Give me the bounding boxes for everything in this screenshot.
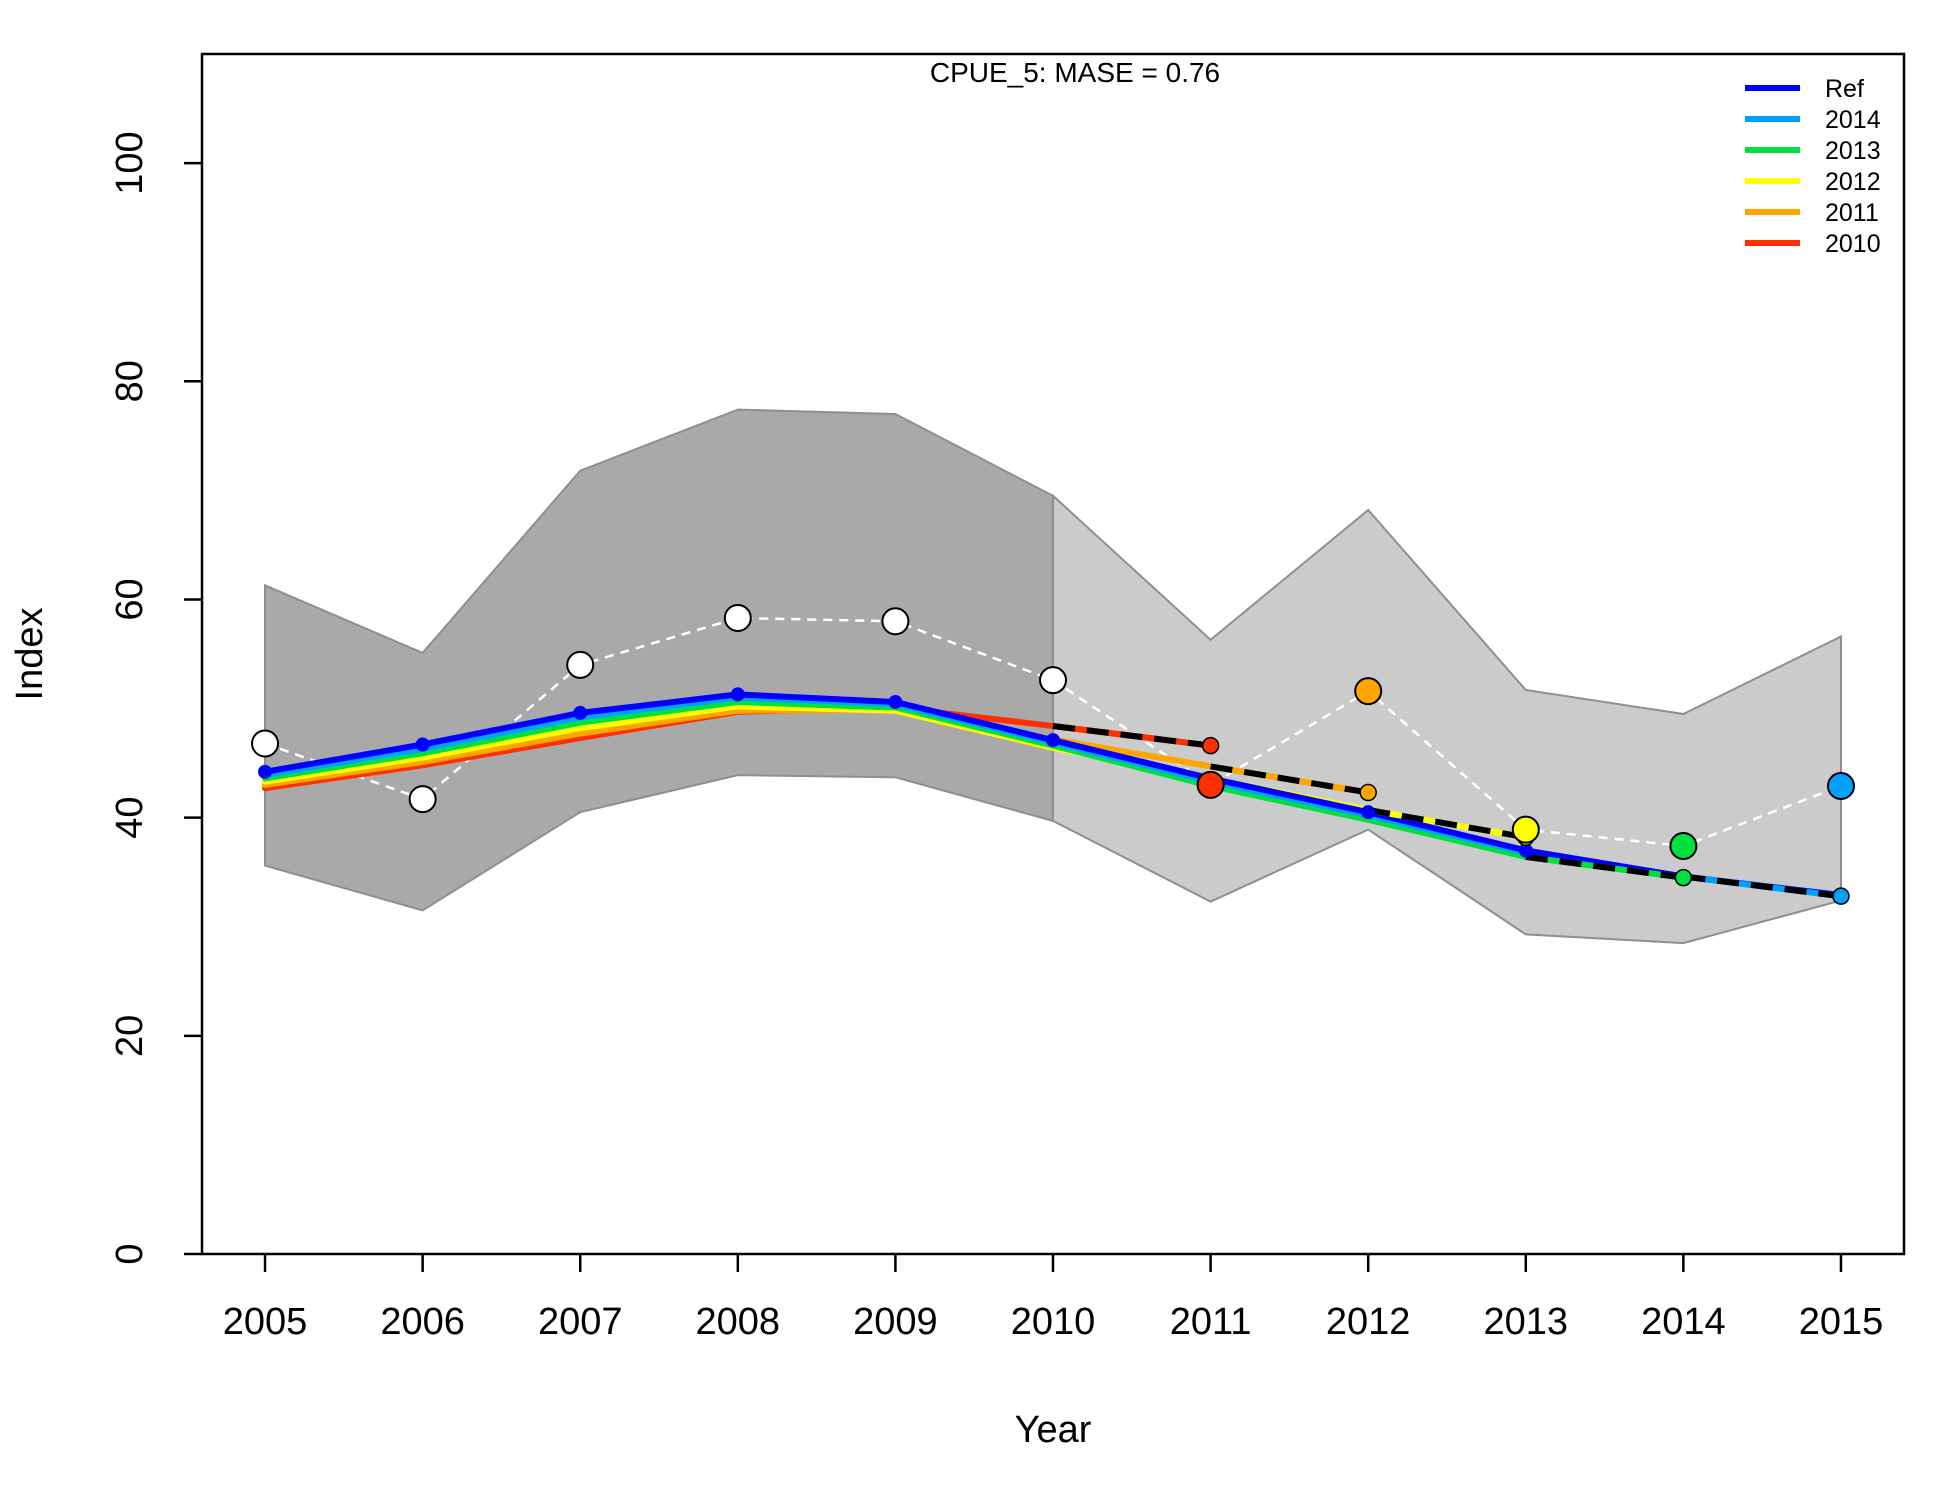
legend-label: 2010 (1825, 230, 1881, 258)
x-tick-label: 2009 (853, 1301, 938, 1343)
ref-point (888, 695, 903, 709)
legend-label: Ref (1825, 75, 1864, 103)
forecast-dashed-segment (1683, 873, 1842, 900)
band-dark (264, 408, 1054, 912)
ref-point (415, 737, 430, 752)
x-tick-label: 2014 (1641, 1301, 1726, 1343)
y-tick-label: 40 (109, 796, 151, 838)
observed-point (881, 607, 910, 636)
x-tick-label: 2010 (1011, 1301, 1096, 1343)
x-tick-label: 2011 (1170, 1301, 1252, 1343)
legend: Ref 2014 2013 2012 2011 2010 (1745, 75, 1881, 258)
observed-point (1511, 815, 1540, 844)
observed-point (1039, 666, 1067, 695)
series-line-2013 (262, 699, 1687, 881)
ref-point (730, 687, 745, 702)
y-tick-label: 100 (109, 131, 151, 194)
forecast-dashed-segment (1052, 723, 1211, 749)
legend-label: 2011 (1825, 199, 1879, 227)
observed-point (1354, 677, 1383, 706)
data-points (251, 604, 1855, 905)
forecast-dashed-segment (1525, 853, 1684, 881)
x-tick-label: 2005 (223, 1301, 308, 1343)
ref-point (1518, 843, 1533, 858)
y-tick-label: 60 (109, 578, 151, 620)
ref-point (1046, 733, 1060, 748)
x-axis-label: Year (1015, 1409, 1092, 1451)
legend-label: 2013 (1825, 137, 1881, 165)
axes: 2005 2006 2007 2008 2009 2010 2011 2012 2013 2014… (109, 52, 1906, 1343)
x-tick-label: 2012 (1326, 1301, 1411, 1343)
y-tick-label: 20 (109, 1015, 151, 1057)
series-lines (262, 691, 1844, 900)
x-tick-label: 2013 (1484, 1301, 1569, 1343)
chart-title: CPUE_5: MASE = 0.76 (930, 57, 1220, 88)
x-tick-label: 2007 (538, 1301, 623, 1343)
y-axis-label: Index (9, 608, 51, 701)
observed-point (723, 604, 752, 632)
observed-point (1669, 832, 1698, 860)
forecast-dashed-lines (1052, 723, 1842, 900)
band-light (1052, 493, 1842, 945)
observed-point (1196, 770, 1225, 799)
forecast-end-point (1674, 868, 1693, 887)
forecast-end-point (1832, 887, 1850, 905)
observed-point (1826, 772, 1855, 800)
observed-point (408, 785, 437, 814)
observed-point (251, 729, 280, 758)
x-tick-label: 2015 (1799, 1301, 1884, 1343)
confidence-bands (264, 408, 1842, 945)
ref-point (258, 764, 273, 779)
forecast-dashed-segment (1367, 807, 1527, 841)
forecast-dashed-segment (1210, 763, 1369, 796)
observed-point (566, 650, 595, 679)
x-tick-label: 2008 (696, 1301, 781, 1343)
ref-point (1361, 805, 1376, 820)
legend-label: 2012 (1825, 168, 1881, 196)
forecast-end-point (1359, 783, 1377, 802)
ref-point (573, 705, 588, 720)
y-tick-label: 80 (109, 360, 151, 402)
forecast-end-point (1201, 736, 1220, 755)
y-tick-label: 0 (109, 1243, 151, 1264)
x-tick-label: 2006 (380, 1301, 465, 1343)
legend-label: 2014 (1825, 106, 1881, 134)
